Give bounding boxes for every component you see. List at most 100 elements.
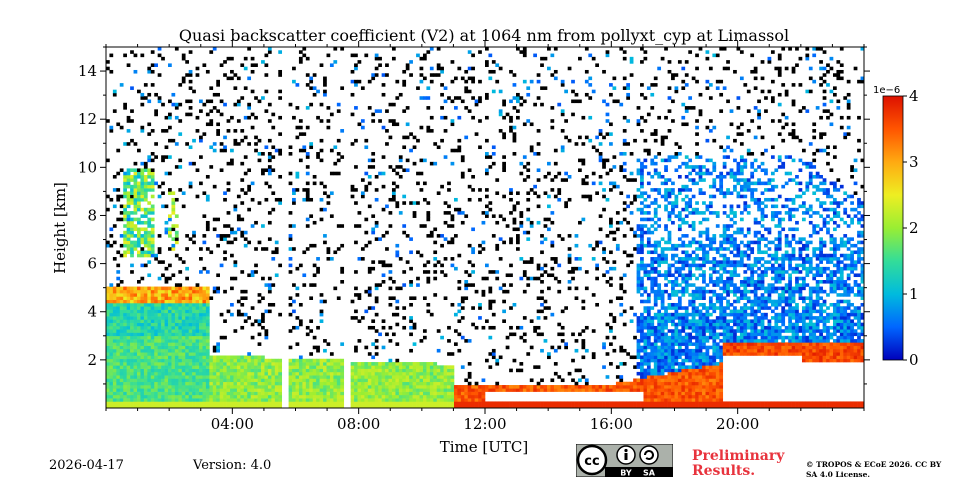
heatmap-cell	[240, 201, 245, 205]
heatmap-cell	[640, 381, 644, 386]
heatmap-cell	[150, 168, 155, 173]
heatmap-cell	[199, 362, 203, 366]
heatmap-cell	[267, 381, 272, 386]
heatmap-cell	[667, 335, 672, 340]
heatmap-cell	[609, 385, 613, 389]
heatmap-cell	[646, 362, 651, 366]
heatmap-cell	[526, 207, 531, 212]
heatmap-cell	[619, 362, 624, 366]
heatmap-cell	[140, 53, 145, 58]
heatmap-cell	[467, 381, 472, 386]
heatmap-cell	[581, 375, 586, 379]
heatmap-cell	[185, 312, 189, 317]
heatmap-cell	[626, 119, 631, 123]
heatmap-cell	[333, 365, 338, 369]
heatmap-cell	[233, 355, 238, 360]
heatmap-cell	[195, 329, 200, 333]
heatmap-cell	[140, 96, 145, 100]
heatmap-cell	[133, 184, 138, 189]
heatmap-cell	[292, 394, 296, 399]
heatmap-cell	[123, 102, 127, 107]
heatmap-cell	[140, 345, 145, 350]
heatmap-cell	[109, 335, 114, 340]
heatmap-cell	[581, 404, 586, 408]
heatmap-cell	[257, 404, 262, 408]
heatmap-cell	[171, 247, 176, 251]
heatmap-cell	[243, 171, 248, 176]
heatmap-cell	[409, 365, 413, 369]
heatmap-cell	[422, 365, 427, 369]
heatmap-cell	[161, 309, 165, 314]
heatmap-cell	[264, 109, 269, 113]
heatmap-cell	[491, 348, 496, 353]
heatmap-cell	[550, 211, 555, 215]
heatmap-cell	[202, 348, 207, 353]
heatmap-cell	[409, 391, 413, 396]
heatmap-cell	[106, 158, 110, 163]
heatmap-cell	[640, 243, 644, 248]
heatmap-cell	[485, 319, 489, 323]
heatmap-cell	[143, 316, 148, 320]
heatmap-cell	[460, 306, 465, 310]
heatmap-cell	[257, 240, 262, 245]
heatmap-cell	[261, 171, 265, 176]
heatmap-cell	[261, 224, 265, 228]
heatmap-cell	[519, 257, 524, 261]
heatmap-cell	[233, 368, 238, 373]
heatmap-cell	[188, 69, 193, 74]
heatmap-cell	[602, 345, 606, 350]
heatmap-cell	[543, 339, 548, 343]
heatmap-cell	[257, 299, 262, 304]
heatmap-cell	[640, 165, 644, 169]
heatmap-cell	[498, 355, 503, 360]
heatmap-cell	[336, 368, 341, 373]
heatmap-cell	[123, 217, 127, 222]
heatmap-cell	[657, 316, 662, 320]
heatmap-cell	[433, 398, 438, 402]
heatmap-cell	[664, 345, 668, 350]
heatmap-cell	[264, 375, 269, 379]
heatmap-cell	[653, 171, 658, 176]
heatmap-cell	[216, 132, 220, 136]
heatmap-cell	[137, 332, 141, 337]
heatmap-cell	[664, 352, 668, 356]
heatmap-cell	[653, 401, 658, 406]
heatmap-cell	[636, 168, 641, 173]
heatmap-cell	[646, 296, 651, 300]
heatmap-cell	[137, 227, 141, 232]
heatmap-cell	[560, 178, 565, 182]
heatmap-cell	[378, 375, 382, 379]
heatmap-cell	[202, 385, 207, 389]
heatmap-cell	[526, 119, 531, 123]
heatmap-cell	[671, 319, 675, 323]
heatmap-cell	[278, 381, 283, 386]
heatmap-cell	[309, 79, 314, 84]
heatmap-cell	[212, 401, 217, 406]
heatmap-cell	[140, 289, 145, 294]
heatmap-cell	[481, 378, 486, 383]
heatmap-cell	[305, 83, 310, 87]
heatmap-cell	[540, 234, 544, 238]
heatmap-cell	[123, 371, 127, 376]
heatmap-cell	[605, 280, 610, 284]
heatmap-cell	[185, 362, 189, 366]
heatmap-cell	[323, 394, 327, 399]
heatmap-cell	[154, 388, 158, 392]
heatmap-cell	[412, 381, 417, 386]
heatmap-cell	[391, 365, 396, 369]
heatmap-cell	[157, 332, 162, 337]
heatmap-cell	[633, 138, 637, 143]
heatmap-cell	[202, 352, 207, 356]
heatmap-cell	[650, 332, 655, 337]
heatmap-cell	[502, 217, 506, 222]
heatmap-cell	[302, 188, 307, 192]
heatmap-cell	[137, 316, 141, 320]
heatmap-cell	[192, 296, 196, 300]
heatmap-cell	[202, 332, 207, 337]
heatmap-cell	[602, 388, 606, 392]
heatmap-cell	[481, 247, 486, 251]
heatmap-cell	[302, 250, 307, 255]
heatmap-cell	[547, 171, 551, 176]
heatmap-cell	[478, 306, 482, 310]
heatmap-cell	[150, 253, 155, 258]
